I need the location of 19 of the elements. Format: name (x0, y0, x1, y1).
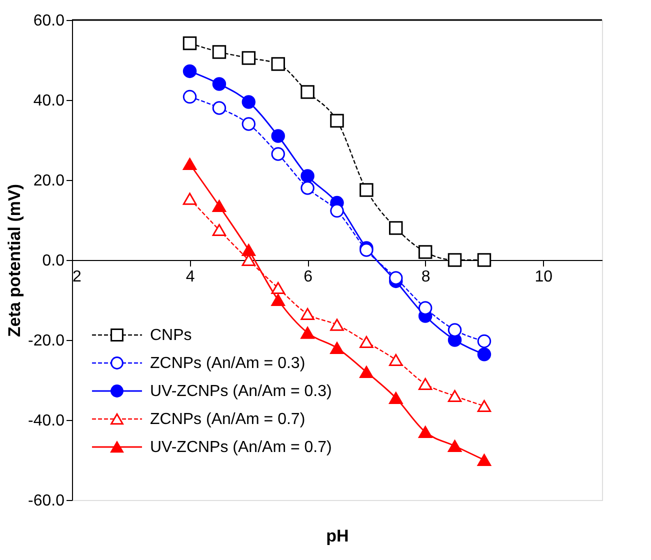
y-tick-label: 0.0 (42, 252, 65, 270)
y-tick-label: 40.0 (33, 92, 65, 110)
legend-label: UV-ZCNPs (An/Am = 0.7) (150, 439, 332, 456)
y-axis-title: Zeta potential (mV) (5, 184, 24, 338)
x-tick-label: 10 (534, 268, 553, 286)
legend-label: ZCNPs (An/Am = 0.3) (150, 355, 306, 372)
x-tick-label: 8 (421, 268, 430, 286)
x-tick-label: 2 (72, 268, 82, 286)
legend-label: ZCNPs (An/Am = 0.7) (150, 411, 306, 428)
y-tick-label: 60.0 (33, 12, 65, 30)
legend-label: CNPs (150, 327, 192, 344)
y-tick-label: -40.0 (28, 412, 65, 430)
y-tick-label: -20.0 (28, 332, 65, 350)
y-tick-label: -60.0 (28, 492, 65, 510)
y-tick-label: 20.0 (33, 172, 65, 190)
x-axis-title: pH (326, 526, 349, 546)
x-tick-label: 4 (186, 268, 195, 286)
x-tick-label: 6 (304, 268, 313, 286)
legend-label: UV-ZCNPs (An/Am = 0.3) (150, 383, 332, 400)
